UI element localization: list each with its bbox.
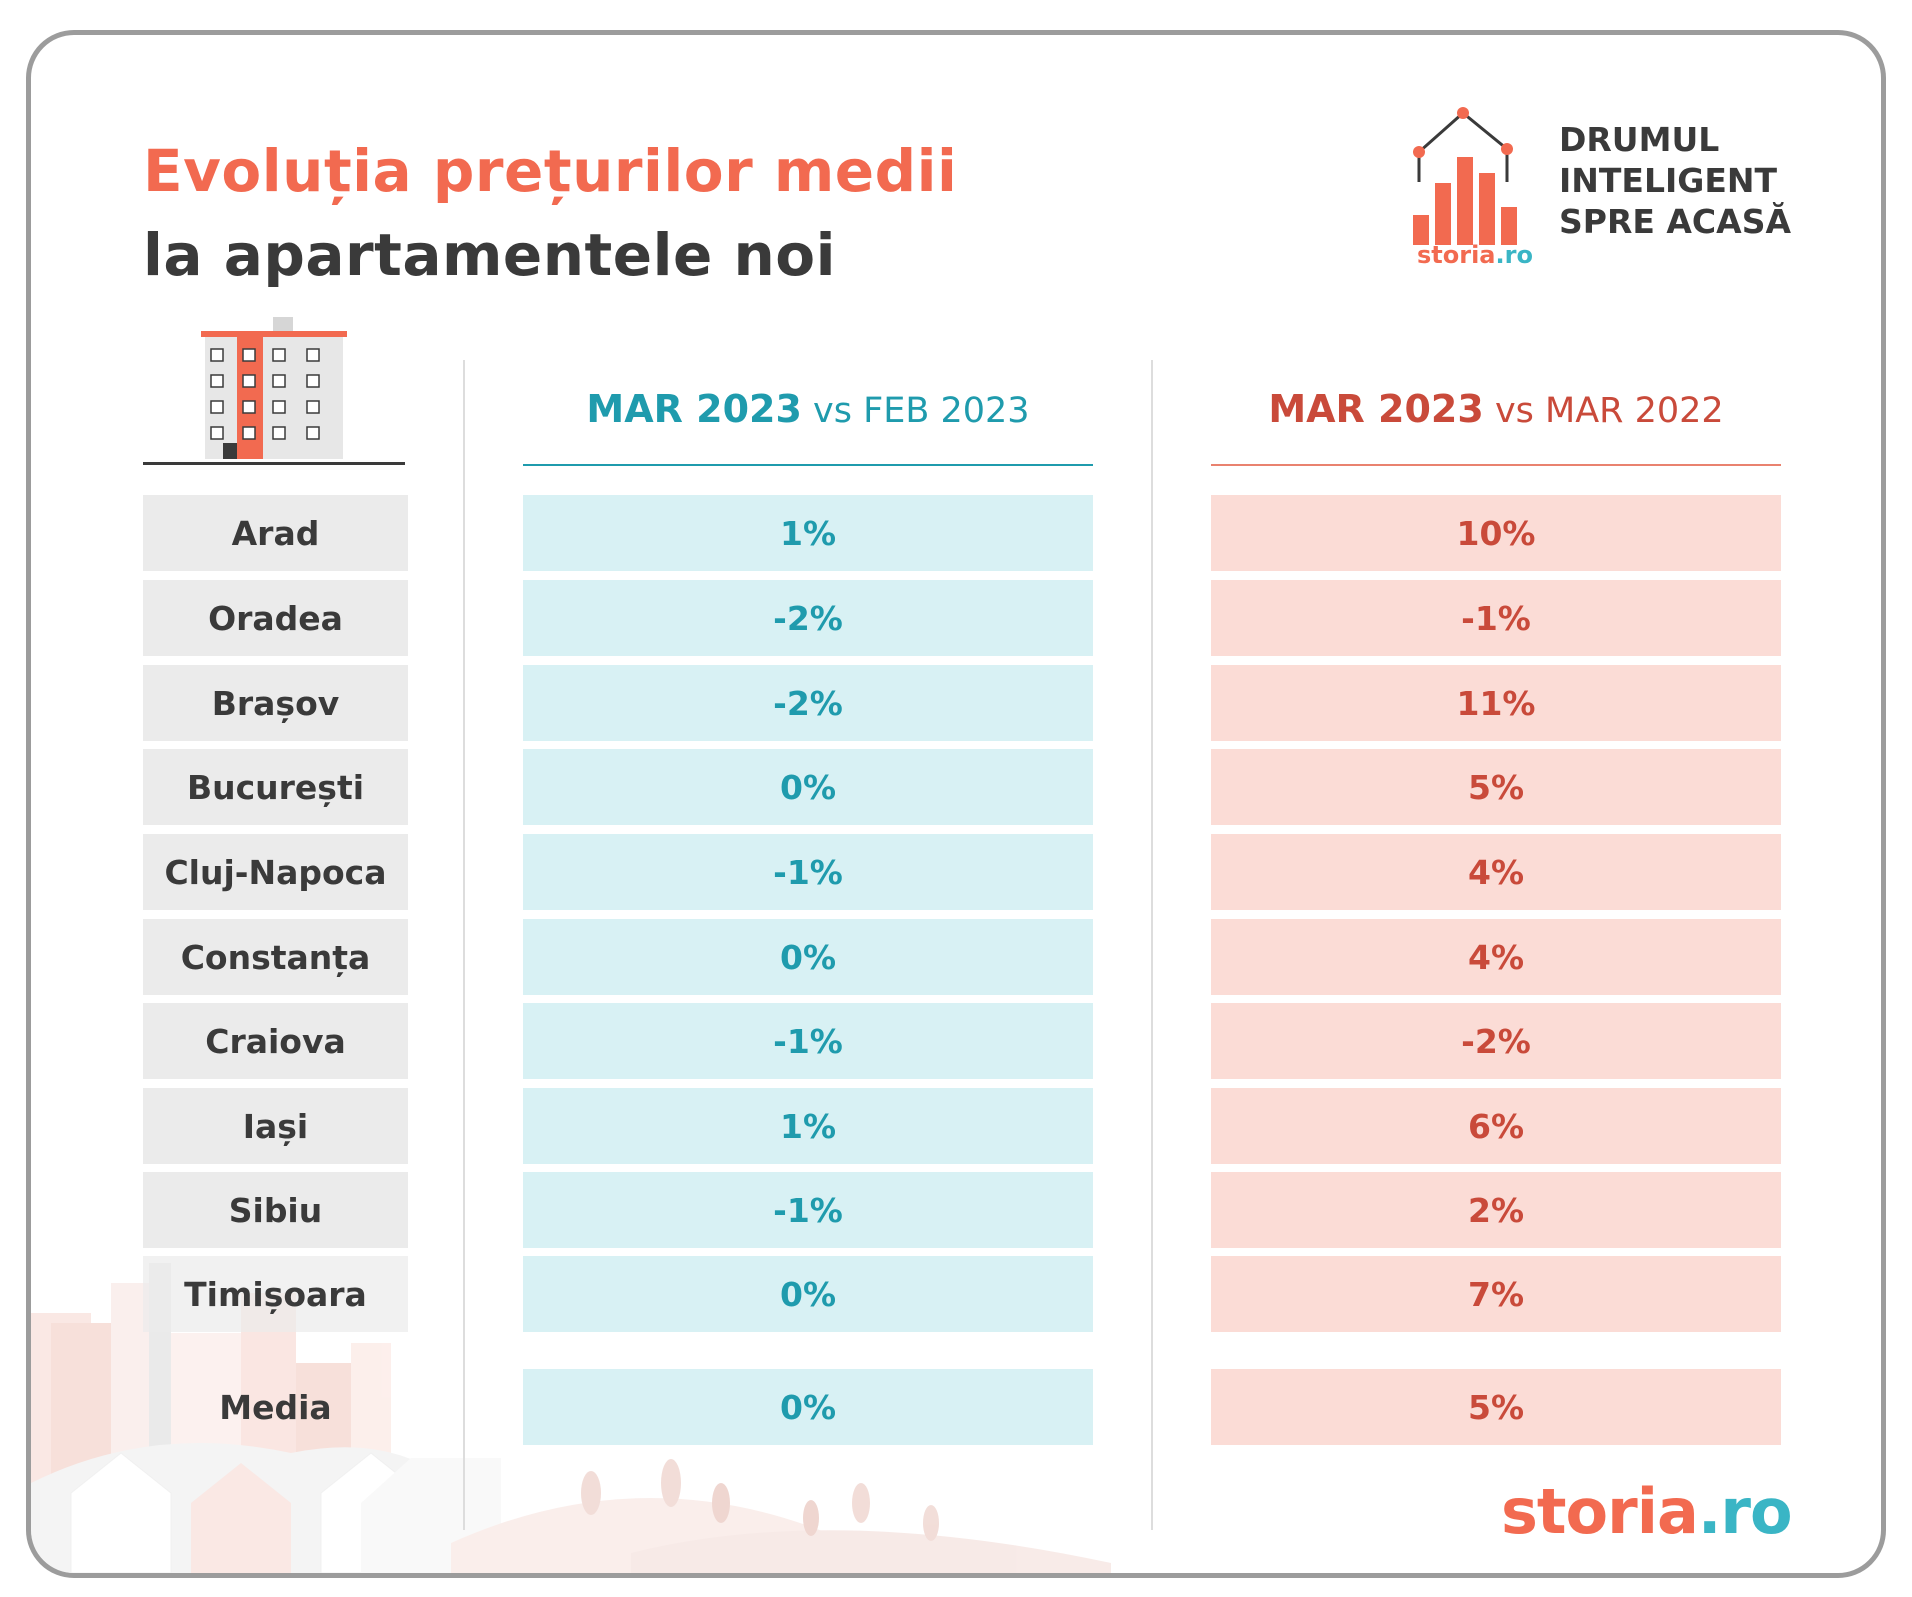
yoy-cell: 6% — [1211, 1088, 1781, 1164]
average-mom-cell: 0% — [523, 1369, 1093, 1445]
city-cell: Iași — [143, 1088, 408, 1164]
header-month-over-month: MAR 2023 vs FEB 2023 — [523, 387, 1093, 447]
tagline-line-1: DRUMUL — [1559, 120, 1720, 159]
logo-tagline: DRUMUL INTELIGENT SPRE ACASĂ — [1559, 119, 1819, 242]
column-divider-right — [1151, 360, 1153, 1530]
title-line-2: la apartamentele noi — [143, 221, 837, 289]
table-row: Craiova -1% -2% — [31, 1003, 1881, 1079]
header-mom-vs: vs FEB 2023 — [801, 391, 1030, 431]
table-row: Cluj-Napoca -1% 4% — [31, 834, 1881, 910]
header-mom-strong: MAR 2023 — [586, 387, 802, 431]
city-column-header-rule — [143, 462, 405, 465]
infographic-card: Evoluția prețurilor medii la apartamente… — [26, 30, 1886, 1578]
mom-cell: -2% — [523, 580, 1093, 656]
tagline-line-2: INTELIGENT — [1559, 161, 1778, 200]
footer-brand-logo: storia.ro — [1501, 1475, 1793, 1548]
city-cell: Craiova — [143, 1003, 408, 1079]
table-row: Constanța 0% 4% — [31, 919, 1881, 995]
table-row: Sibiu -1% 2% — [31, 1172, 1881, 1248]
yoy-cell: -2% — [1211, 1003, 1781, 1079]
footer-brand-tld: .ro — [1697, 1475, 1793, 1548]
table-row: București 0% 5% — [31, 749, 1881, 825]
mom-cell: -2% — [523, 665, 1093, 741]
mom-cell: 0% — [523, 749, 1093, 825]
header-yoy-rule — [1211, 464, 1781, 466]
header-mom-rule — [523, 464, 1093, 466]
header-yoy-vs: vs MAR 2022 — [1483, 391, 1724, 431]
mom-cell: 0% — [523, 919, 1093, 995]
column-divider-left — [463, 360, 465, 1530]
mom-cell: -1% — [523, 1172, 1093, 1248]
footer-brand-main: storia — [1501, 1475, 1699, 1548]
logo-small-tld: .ro — [1495, 241, 1533, 269]
logo-small-main: storia — [1417, 241, 1496, 269]
yoy-cell: 11% — [1211, 665, 1781, 741]
table-row: Arad 1% 10% — [31, 495, 1881, 571]
table-row: Iași 1% 6% — [31, 1088, 1881, 1164]
tagline-line-3: SPRE ACASĂ — [1559, 202, 1791, 241]
yoy-cell: 5% — [1211, 749, 1781, 825]
header-year-over-year: MAR 2023 vs MAR 2022 — [1211, 387, 1781, 447]
table-row: Brașov -2% 11% — [31, 665, 1881, 741]
title-line-1: Evoluția prețurilor medii — [143, 137, 958, 205]
city-cell: Constanța — [143, 919, 408, 995]
city-cell: Oradea — [143, 580, 408, 656]
mom-cell: -1% — [523, 1003, 1093, 1079]
mom-cell: 1% — [523, 1088, 1093, 1164]
header-yoy-strong: MAR 2023 — [1268, 387, 1484, 431]
city-cell: Brașov — [143, 665, 408, 741]
yoy-cell: 7% — [1211, 1256, 1781, 1332]
yoy-cell: 4% — [1211, 834, 1781, 910]
city-cell: Timișoara — [143, 1256, 408, 1332]
city-cell: Arad — [143, 495, 408, 571]
mom-cell: 1% — [523, 495, 1093, 571]
logo-small-wordmark: storia.ro — [1417, 241, 1533, 269]
table-row: Timișoara 0% 7% — [31, 1256, 1881, 1332]
average-yoy-cell: 5% — [1211, 1369, 1781, 1445]
city-cell: București — [143, 749, 408, 825]
city-cell: Cluj-Napoca — [143, 834, 408, 910]
apartment-building-icon — [201, 317, 347, 459]
yoy-cell: 10% — [1211, 495, 1781, 571]
mom-cell: -1% — [523, 834, 1093, 910]
mom-cell: 0% — [523, 1256, 1093, 1332]
city-cell: Sibiu — [143, 1172, 408, 1248]
yoy-cell: 2% — [1211, 1172, 1781, 1248]
yoy-cell: 4% — [1211, 919, 1781, 995]
average-row: Media 0% 5% — [31, 1369, 1881, 1445]
yoy-cell: -1% — [1211, 580, 1781, 656]
house-bar-chart-icon — [1413, 107, 1517, 245]
average-label: Media — [219, 1387, 332, 1427]
table-row: Oradea -2% -1% — [31, 580, 1881, 656]
city-skyline-illustration — [31, 1263, 1111, 1573]
